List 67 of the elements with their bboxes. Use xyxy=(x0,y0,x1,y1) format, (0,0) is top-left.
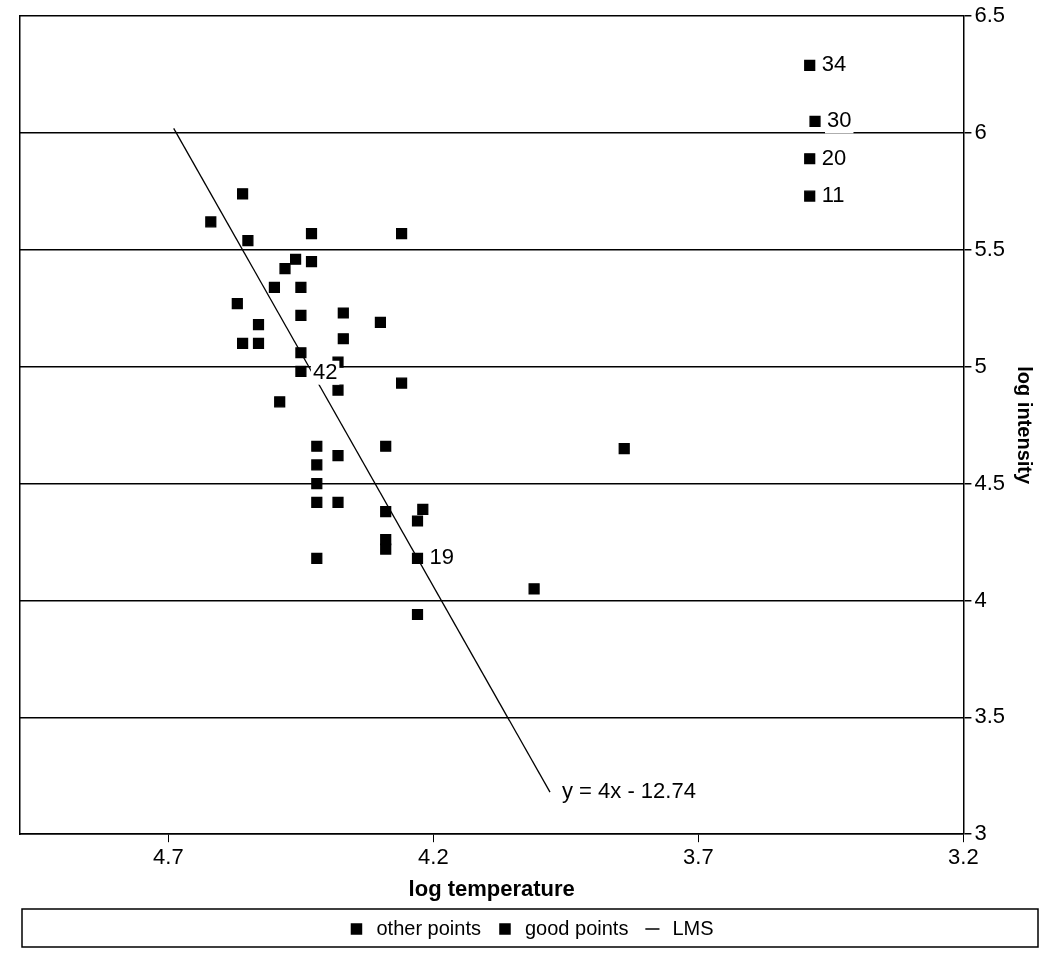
y-tick-label: 4 xyxy=(974,586,987,612)
annotation: 20 xyxy=(821,144,847,170)
x-tick-label: 4.2 xyxy=(418,844,449,870)
point xyxy=(311,440,323,452)
point xyxy=(332,449,344,462)
annotation: 34 xyxy=(821,51,847,77)
y-tick-label: 6 xyxy=(974,119,987,145)
point xyxy=(305,227,318,240)
point xyxy=(337,333,349,345)
point xyxy=(804,59,816,71)
point xyxy=(380,543,392,555)
point xyxy=(279,263,291,275)
point xyxy=(411,515,424,527)
point xyxy=(252,319,265,331)
point xyxy=(295,309,307,321)
point xyxy=(809,115,821,127)
point xyxy=(242,234,254,247)
legend-label: LMS xyxy=(672,916,714,939)
annotation: y = 4x - 12.74 xyxy=(562,778,696,804)
point xyxy=(237,188,249,200)
annotation: 30 xyxy=(827,107,852,133)
legend-label: other points xyxy=(376,916,481,939)
x-tick-label: 3.2 xyxy=(948,844,979,870)
y-tick-label: 5 xyxy=(974,352,987,378)
point xyxy=(205,216,217,228)
point xyxy=(237,337,249,349)
point xyxy=(417,503,429,515)
y-tick-label: 3.5 xyxy=(974,703,1006,729)
annotation: 42 xyxy=(312,358,338,384)
point xyxy=(274,396,286,408)
point xyxy=(295,365,307,378)
y-tick-label: 5.5 xyxy=(974,235,1006,261)
point xyxy=(290,253,302,265)
point xyxy=(528,583,540,595)
point xyxy=(252,337,265,349)
legend-label: good points xyxy=(524,916,629,939)
x-tick-label: 4.7 xyxy=(153,844,184,870)
point xyxy=(804,153,816,165)
point xyxy=(380,506,392,518)
x-tick-label: 3.7 xyxy=(683,844,714,870)
point xyxy=(295,347,307,359)
point xyxy=(311,478,323,490)
y-axis-title: log intensity xyxy=(1014,366,1037,485)
annotation: 11 xyxy=(821,182,845,208)
y-tick-label: 3 xyxy=(974,820,987,846)
point xyxy=(337,307,349,319)
point xyxy=(311,496,323,508)
point xyxy=(332,384,344,396)
point xyxy=(231,298,243,310)
point xyxy=(380,440,392,452)
point xyxy=(411,608,424,621)
annotation: 19 xyxy=(429,544,454,570)
point xyxy=(311,552,323,565)
point xyxy=(332,496,344,508)
y-tick-label: 6.5 xyxy=(974,2,1006,28)
point xyxy=(411,552,424,565)
point xyxy=(311,459,323,471)
x-axis-title: log temperature xyxy=(408,875,575,901)
point xyxy=(618,442,630,455)
point xyxy=(374,316,387,328)
point xyxy=(268,281,280,293)
point xyxy=(804,190,816,202)
point xyxy=(396,227,408,240)
point xyxy=(305,255,318,268)
point xyxy=(396,377,408,389)
point xyxy=(295,281,307,293)
y-tick-label: 4.5 xyxy=(974,469,1006,495)
